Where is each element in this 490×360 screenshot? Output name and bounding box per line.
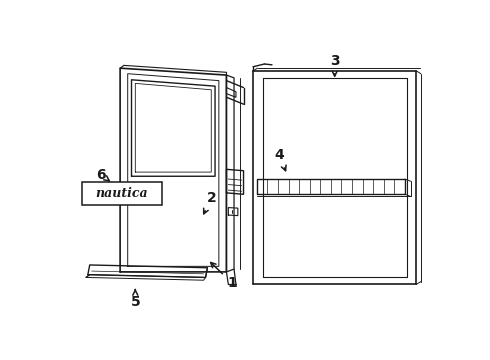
Text: 1: 1 [211,262,237,290]
Text: nautica: nautica [96,187,148,200]
Text: 5: 5 [130,289,140,309]
Text: 6: 6 [97,168,109,182]
Text: 3: 3 [330,54,340,76]
Text: 2: 2 [204,192,216,214]
Text: 4: 4 [275,148,286,171]
Bar [82,182,162,205]
